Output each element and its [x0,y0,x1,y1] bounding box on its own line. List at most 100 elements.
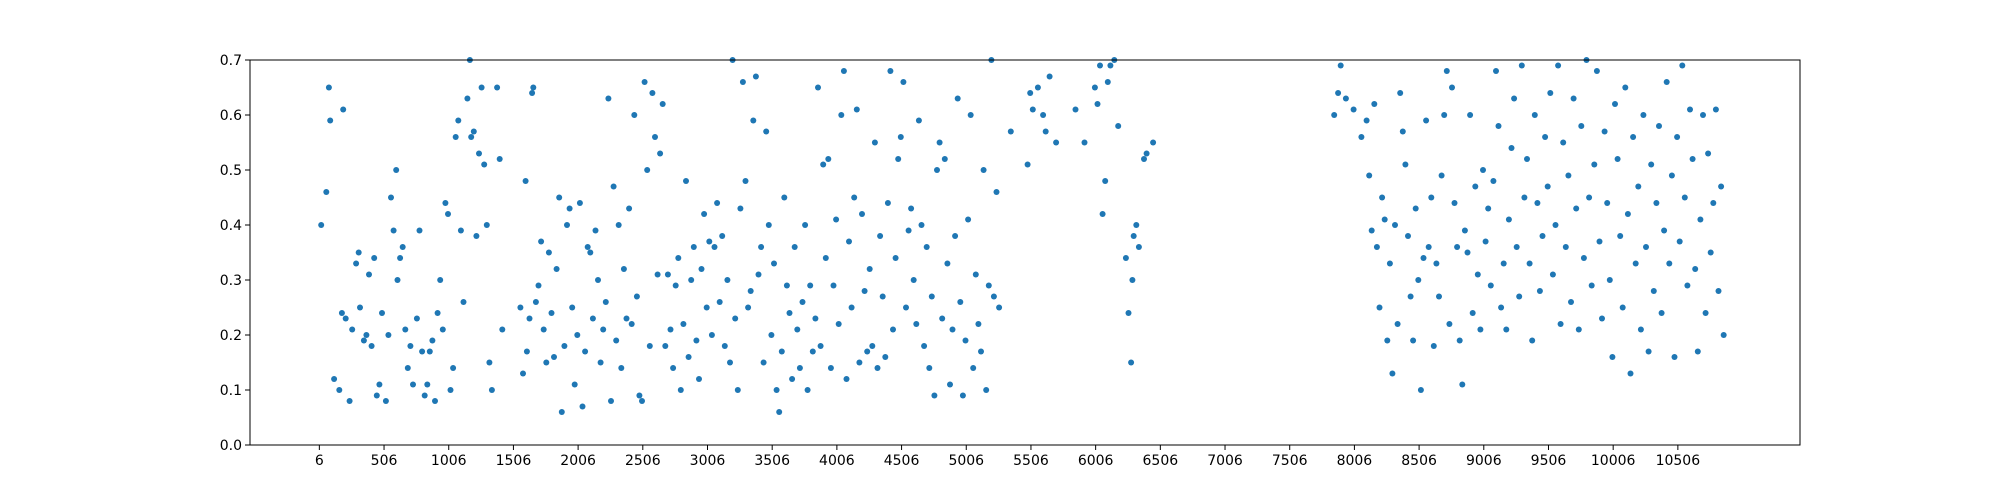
data-point [1524,156,1530,162]
data-point [587,249,594,256]
data-point [848,304,855,311]
data-point [802,222,809,228]
data-point [721,343,728,349]
data-point [576,200,583,206]
data-point [597,359,604,366]
data-point [693,337,700,344]
data-point [949,326,956,333]
data-point [1130,233,1137,239]
data-point [488,387,495,393]
data-point [874,365,881,371]
data-point [1627,370,1634,377]
data-point [331,376,338,382]
data-point [608,398,614,404]
data-point [1635,183,1642,190]
data-point [1420,255,1427,261]
data-point [1490,178,1497,184]
x-tick-label: 7006 [1207,453,1243,469]
data-point [975,321,982,327]
data-point [1707,249,1714,256]
data-point [737,205,744,212]
data-point [771,260,777,267]
data-point [827,365,834,371]
data-point [739,79,746,85]
data-point [538,238,545,245]
data-point [1645,348,1652,355]
data-point [871,139,878,146]
data-point [1630,134,1637,140]
data-point [789,376,796,382]
data-point [1141,156,1147,162]
data-point [954,95,961,102]
data-point [897,134,904,140]
data-point [1498,304,1505,311]
data-point [1596,238,1603,245]
data-point [523,348,530,355]
data-point [363,332,370,338]
data-point [799,299,806,305]
data-point [1464,249,1471,256]
data-point [967,112,974,118]
x-tick-label: 9506 [1531,453,1567,469]
data-point [747,288,754,294]
data-point [990,293,997,300]
data-point [851,194,858,201]
data-point [589,315,596,322]
data-point [357,304,363,311]
data-point [701,211,708,217]
data-point [843,376,850,382]
data-point [675,255,682,261]
data-point [318,222,325,228]
data-point [900,79,907,85]
data-point [833,216,840,223]
data-point [1511,95,1518,102]
data-point [644,167,651,173]
data-point [1516,293,1523,300]
data-point [1053,139,1060,146]
data-point [1099,211,1106,217]
data-point [592,227,599,234]
data-point [626,205,633,212]
data-point [1133,222,1140,228]
data-point [1606,277,1613,283]
data-point [445,211,451,217]
y-tick-label: 0.1 [220,383,242,399]
data-point [442,200,449,206]
data-point [809,348,816,355]
y-tick-label: 0.0 [220,438,242,454]
data-point [413,315,420,322]
data-point [1591,161,1598,168]
data-point [923,244,930,250]
data-point [1712,106,1719,113]
x-tick-label: 506 [371,453,398,469]
data-point [996,304,1003,311]
data-point [662,343,669,349]
data-point [476,150,482,157]
data-point [464,95,471,102]
data-point [1412,205,1419,212]
data-point [1689,156,1696,162]
data-point [781,194,788,201]
data-point [714,200,721,206]
data-point [426,348,433,355]
data-point [670,365,677,371]
data-point [486,359,493,366]
data-point [1609,354,1616,360]
data-point [452,134,459,140]
data-point [1503,326,1510,333]
data-point [1495,123,1502,129]
data-point [985,282,992,289]
data-point [677,387,684,393]
data-point [346,398,353,404]
data-point [908,205,915,212]
data-point [646,343,653,349]
data-point [1529,337,1536,344]
x-tick-label: 8006 [1337,453,1373,469]
data-point [1461,227,1468,234]
data-point [1562,244,1569,250]
data-point [1521,194,1528,201]
data-point [915,117,922,124]
data-point [1487,282,1494,289]
data-point [382,398,389,404]
data-point [429,337,436,344]
